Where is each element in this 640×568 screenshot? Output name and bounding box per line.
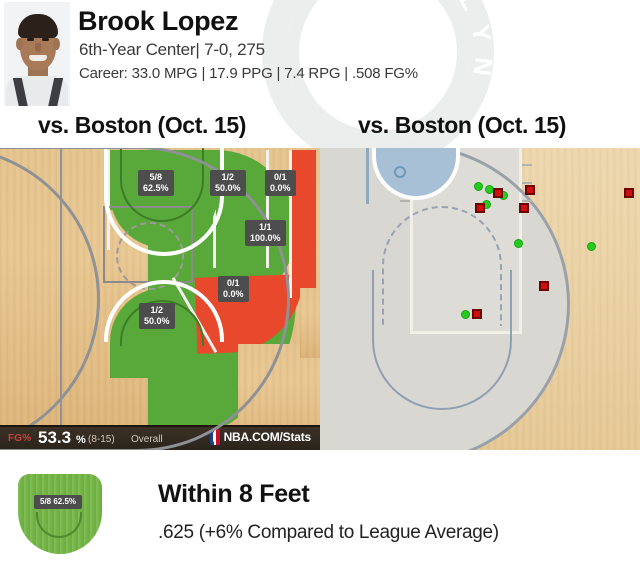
right-chart-title: vs. Boston (Oct. 15): [358, 112, 566, 138]
rim-icon: [394, 166, 406, 178]
left-chart-title: vs. Boston (Oct. 15): [38, 112, 246, 138]
legend-value-fraction: 5/8: [40, 497, 52, 506]
headshot-nose: [35, 43, 41, 52]
player-name: Brook Lopez: [78, 6, 239, 36]
shot-marker-miss[interactable]: [472, 309, 482, 319]
deep-corner-strip-edge: [289, 150, 292, 298]
chart-titles: vs. Boston (Oct. 15) vs. Boston (Oct. 15…: [0, 112, 640, 148]
left-zone-shot-chart[interactable]: 5/8 62.5% 1/2 50.0% 0/1 0.0% 1/1 100.0% …: [0, 148, 320, 450]
shot-marker-miss[interactable]: [539, 281, 549, 291]
zone-value-fraction: 0/1: [227, 278, 240, 288]
zone-label-midrange-left: 1/2 50.0%: [210, 170, 246, 196]
sideline-left: [60, 148, 62, 450]
headshot-hair: [18, 14, 58, 38]
zone-value-pct: 100.0%: [250, 233, 281, 243]
three-point-arc-lower: [0, 148, 290, 450]
zone-label-midrange-top: 0/1 0.0%: [265, 170, 296, 196]
lane-hash-5: [522, 182, 532, 184]
zone-value-pct: 50.0%: [215, 183, 241, 193]
legend-zone-label: 5/8 62.5%: [34, 495, 83, 509]
summary-section: 5/8 62.5% Within 8 Feet .625 (+6% Compar…: [0, 450, 640, 568]
player-header: Brook Lopez 6th-Year Center| 7-0, 275 Ca…: [0, 0, 640, 112]
zone-value-fraction: 1/1: [259, 222, 272, 232]
shot-marker-make[interactable]: [474, 182, 483, 191]
shot-marker-make[interactable]: [461, 310, 470, 319]
zone-value-pct: 0.0%: [270, 183, 291, 193]
nba-brand-text: NBA.COM/Stats: [223, 430, 312, 444]
zone-value-fraction: 5/8: [149, 172, 163, 182]
player-headshot: [4, 2, 70, 106]
legend-value-pct: 62.5%: [53, 497, 77, 506]
fg-percent-sign: %: [76, 434, 86, 446]
shot-marker-miss[interactable]: [624, 188, 634, 198]
court-floor-mask-r: [300, 288, 320, 358]
zone-value-pct: 62.5%: [143, 183, 169, 193]
fg-percent-value: 53.3: [38, 428, 72, 447]
zone-value-pct: 50.0%: [144, 316, 170, 326]
headshot-ear-left: [16, 38, 23, 50]
player-career-line: Career: 33.0 MPG | 17.9 PPG | 7.4 RPG | …: [79, 65, 418, 82]
lane-hash-3: [400, 200, 410, 202]
lane-hash-6: [522, 200, 532, 202]
zone-label-midrange-wing: 1/1 100.0%: [245, 220, 286, 246]
shot-marker-make[interactable]: [587, 242, 596, 251]
free-throw-circle-dashed-right: [382, 206, 502, 326]
zone-label-corner-baseline: 0/1 0.0%: [218, 276, 249, 302]
headshot-brow-left: [26, 34, 35, 36]
shot-marker-miss[interactable]: [525, 185, 535, 195]
summary-title: Within 8 Feet: [158, 480, 310, 508]
zone-value-fraction: 0/1: [274, 172, 287, 182]
nba-logo-icon: [209, 429, 220, 445]
right-scatter-shot-chart[interactable]: NBA.COM/Stats: [320, 148, 640, 450]
headshot-ear-right: [53, 38, 60, 50]
three-point-arc-right: [320, 148, 570, 450]
zone-value-pct: 0.0%: [223, 289, 244, 299]
zone-divider-2: [266, 150, 269, 268]
shot-marker-miss[interactable]: [493, 188, 503, 198]
headshot-mouth: [29, 55, 47, 61]
shot-marker-make[interactable]: [514, 239, 523, 248]
backboard-line-right: [366, 148, 369, 204]
summary-detail: .625 (+6% Compared to League Average): [158, 522, 499, 543]
zone-value-fraction: 1/2: [150, 305, 164, 315]
zone-value-fraction: 1/2: [221, 172, 235, 182]
fg-made-attempted: (8-15): [88, 434, 115, 445]
player-position-line: 6th-Year Center| 7-0, 275: [79, 40, 265, 59]
shot-charts-row: 5/8 62.5% 1/2 50.0% 0/1 0.0% 1/1 100.0% …: [0, 148, 640, 450]
zone-legend-thumbnail: 5/8 62.5%: [14, 470, 110, 558]
nba-brand-left[interactable]: NBA.COM/Stats: [209, 429, 312, 445]
zone-label-restricted-paint: 5/8 62.5%: [138, 170, 174, 196]
free-throw-circle-solid-right: [372, 270, 512, 410]
shot-marker-miss[interactable]: [475, 203, 485, 213]
shot-marker-miss[interactable]: [519, 203, 529, 213]
headshot-brow-right: [41, 34, 50, 36]
zone-label-paint-bottom: 1/2 50.0%: [139, 303, 175, 329]
headshot-eye-left: [27, 38, 34, 41]
lane-hash-4: [522, 164, 532, 166]
zone-deep-corner-strip: [292, 150, 316, 298]
headshot-eye-right: [42, 38, 49, 41]
